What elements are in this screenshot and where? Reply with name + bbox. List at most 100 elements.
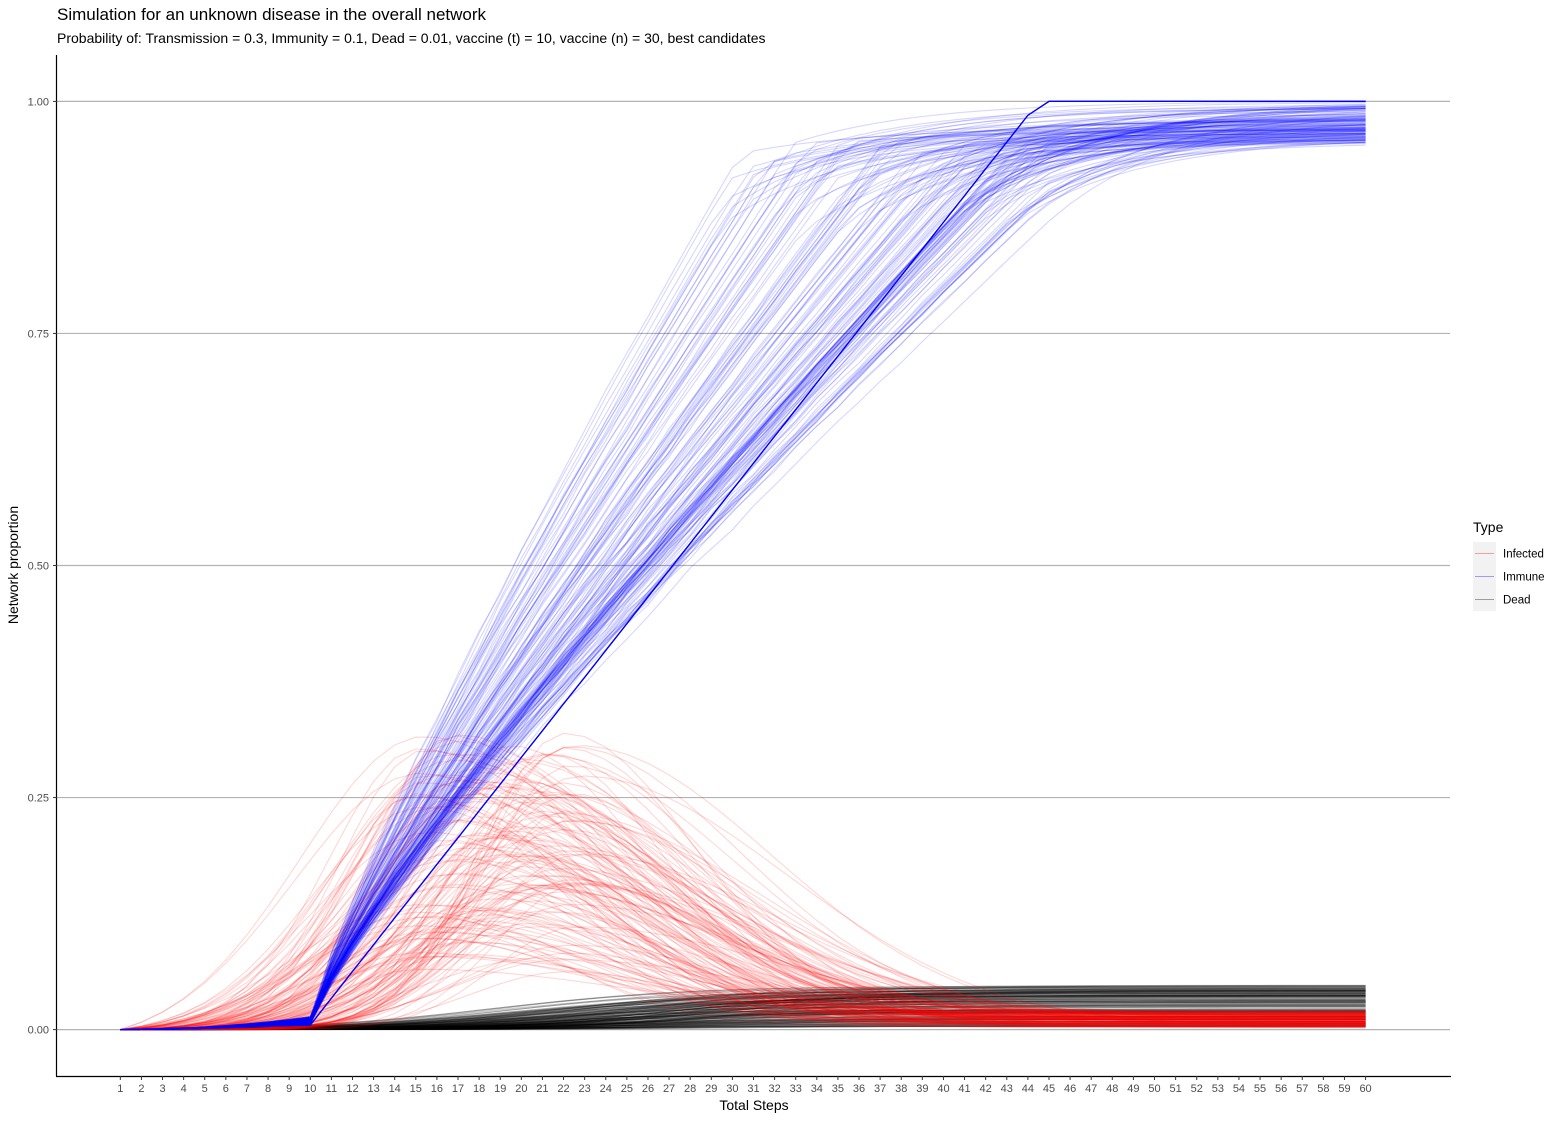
infected-line (120, 890, 1366, 1031)
dead-line (120, 988, 1366, 1031)
y-tick-label: 0.25 (28, 793, 49, 805)
dead-line (120, 1011, 1366, 1031)
infected-line (120, 747, 1366, 1031)
immune-line (120, 134, 1366, 1031)
x-tick-label: 58 (1317, 1083, 1329, 1095)
infected-line (120, 780, 1366, 1031)
infected-line (120, 810, 1366, 1031)
dead-line (120, 990, 1366, 1031)
immune-line (120, 141, 1366, 1031)
immune-line (120, 133, 1366, 1031)
immune-line (120, 121, 1366, 1031)
dead-line (120, 1018, 1366, 1031)
infected-line (120, 758, 1366, 1031)
immune-line (120, 132, 1366, 1031)
x-tick-label: 33 (790, 1083, 802, 1095)
immune-line (120, 118, 1366, 1031)
immune-line (120, 141, 1366, 1031)
dead-line (120, 1011, 1366, 1031)
infected-line (120, 883, 1366, 1031)
x-tick-label: 53 (1212, 1083, 1224, 1095)
y-tick-label: 0.75 (28, 328, 49, 340)
x-tick-label: 54 (1233, 1083, 1245, 1095)
infected-line (120, 952, 1366, 1031)
immune-line (120, 130, 1366, 1031)
infected-line (120, 941, 1366, 1031)
immune-line (120, 138, 1366, 1031)
dead-line (120, 985, 1366, 1031)
infected-line (120, 914, 1366, 1031)
dead-line (120, 995, 1366, 1031)
dead-line (120, 1000, 1366, 1031)
immune-line (120, 118, 1366, 1031)
immune-line (120, 133, 1366, 1031)
dead-line (120, 1009, 1366, 1031)
infected-line (120, 910, 1366, 1031)
infected-line (120, 920, 1366, 1031)
immune-line (120, 139, 1366, 1031)
y-axis-title: Network proportion (5, 506, 21, 624)
infected-line (120, 753, 1366, 1031)
dead-line (120, 989, 1366, 1031)
dead-line (120, 1001, 1366, 1031)
grid-lines (57, 100, 1450, 1031)
immune-line (120, 128, 1366, 1031)
immune-line (120, 140, 1366, 1031)
infected-line (120, 815, 1366, 1031)
infected-line (120, 925, 1366, 1031)
immune-line (120, 136, 1366, 1031)
dead-line (120, 1023, 1366, 1031)
immune-line (120, 124, 1366, 1031)
immune-line (120, 108, 1366, 1031)
dead-line (120, 1020, 1366, 1031)
immune-line (120, 124, 1366, 1031)
immune-line (120, 111, 1366, 1031)
infected-line (120, 854, 1366, 1031)
x-tick-label: 21 (536, 1083, 548, 1095)
dead-line (120, 998, 1366, 1031)
dead-line (120, 1020, 1366, 1031)
immune-line (120, 133, 1366, 1031)
x-tick-label: 17 (452, 1083, 464, 1095)
infected-line (120, 926, 1366, 1031)
dead-line (120, 987, 1366, 1031)
infected-line (120, 740, 1366, 1031)
x-tick-label: 9 (286, 1083, 292, 1095)
infected-line (120, 859, 1366, 1031)
infected-line (120, 840, 1366, 1031)
dead-line (120, 991, 1366, 1031)
x-tick-label: 23 (579, 1083, 591, 1095)
immune-line (120, 127, 1366, 1031)
dead-line (120, 1010, 1366, 1031)
dead-line (120, 1011, 1366, 1031)
y-tick-label: 0.00 (28, 1025, 49, 1037)
immune-line (120, 121, 1366, 1031)
immune-line (120, 116, 1366, 1031)
dead-line (120, 1016, 1366, 1031)
immune-line (120, 106, 1366, 1031)
immune-line (120, 138, 1366, 1031)
legend-key-bg (1473, 588, 1496, 611)
infected-line (120, 774, 1366, 1031)
infected-line (120, 847, 1366, 1031)
immune-line (120, 106, 1366, 1031)
x-tick-label: 45 (1043, 1083, 1055, 1095)
dead-line (120, 1010, 1366, 1031)
immune-line (120, 113, 1366, 1031)
dead-line (120, 1009, 1366, 1031)
dead-line (120, 997, 1366, 1031)
dead-line (120, 1006, 1366, 1031)
infected-line (120, 941, 1366, 1031)
infected-line (120, 810, 1366, 1031)
infected-line (120, 853, 1366, 1031)
immune-line (120, 126, 1366, 1031)
infected-line (120, 846, 1366, 1031)
infected-line (120, 909, 1366, 1031)
immune-line (120, 108, 1366, 1031)
dead-line (120, 1025, 1366, 1031)
infected-line (120, 806, 1366, 1031)
dead-line (120, 1002, 1366, 1031)
dead-line (120, 1005, 1366, 1031)
immune-line (120, 123, 1366, 1031)
dead-line (120, 1012, 1366, 1031)
